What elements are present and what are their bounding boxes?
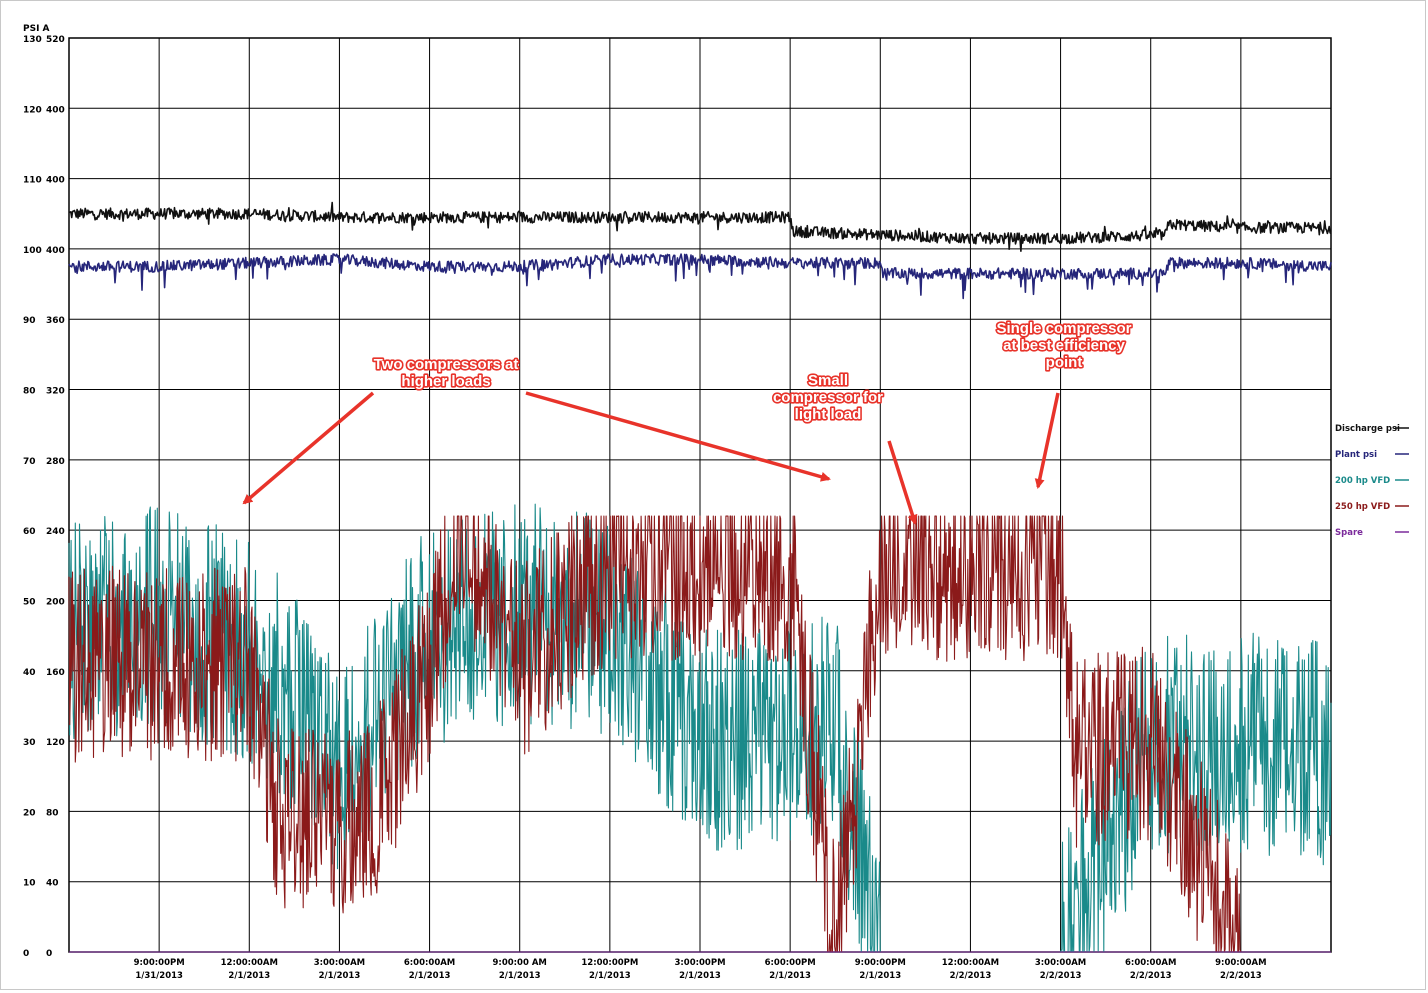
x-tick-date: 2/1/2013 — [859, 971, 901, 981]
x-tick-time: 9:00:00PM — [134, 958, 185, 968]
y-tick-left: 110 — [23, 176, 42, 186]
y-tick-left: 90 — [23, 316, 36, 326]
x-tick-time: 9:00:00 AM — [493, 958, 547, 968]
annotation-text: Single compressor — [996, 320, 1131, 337]
y-tick-left: 30 — [23, 738, 36, 748]
series-line-1 — [68, 253, 1332, 300]
annotation-text: Small — [808, 372, 848, 389]
annotation-text: compressor for — [773, 389, 883, 406]
y-tick-right: 320 — [46, 387, 65, 397]
y-tick-left: 10 — [23, 879, 36, 889]
y-tick-left: 130 — [23, 35, 42, 45]
legend-label: Plant psi — [1335, 450, 1377, 460]
x-tick-date: 2/2/2013 — [1040, 971, 1082, 981]
x-tick-date: 2/2/2013 — [950, 971, 992, 981]
y-tick-right: 400 — [46, 105, 65, 115]
legend-label: 250 hp VFD — [1335, 502, 1390, 512]
x-tick-date: 2/1/2013 — [679, 971, 721, 981]
y-unit-label: PSI A — [23, 24, 50, 34]
y-tick-left: 100 — [23, 246, 42, 256]
x-tick-date: 2/2/2013 — [1220, 971, 1262, 981]
y-tick-right: 160 — [46, 668, 65, 678]
x-tick-time: 6:00:00AM — [404, 958, 455, 968]
x-tick-date: 2/1/2013 — [319, 971, 361, 981]
x-tick-date: 2/1/2013 — [499, 971, 541, 981]
x-tick-time: 3:00:00AM — [1035, 958, 1086, 968]
x-tick-time: 9:00:00AM — [1215, 958, 1266, 968]
annotation-text: higher loads — [401, 373, 490, 390]
y-tick-right: 360 — [46, 316, 65, 326]
y-tick-right: 240 — [46, 527, 65, 537]
annotation-text: Two compressors at — [374, 356, 519, 373]
annotation-text: at best efficiency — [1003, 337, 1125, 354]
y-tick-left: 60 — [23, 527, 36, 537]
y-tick-right: 80 — [46, 808, 59, 818]
x-tick-time: 3:00:00AM — [314, 958, 365, 968]
y-tick-left: 70 — [23, 457, 36, 467]
x-tick-date: 2/1/2013 — [409, 971, 451, 981]
y-tick-left: 0 — [23, 949, 29, 959]
annotation-arrow — [525, 391, 831, 482]
y-tick-left: 50 — [23, 597, 36, 607]
x-tick-time: 3:00:00PM — [674, 958, 725, 968]
x-tick-time: 6:00:00AM — [1125, 958, 1176, 968]
x-tick-time: 9:00:00PM — [855, 958, 906, 968]
y-tick-left: 120 — [23, 105, 42, 115]
legend-label: 200 hp VFD — [1335, 476, 1390, 486]
annotation-arrow — [887, 440, 918, 525]
y-tick-right: 200 — [46, 597, 65, 607]
y-tick-left: 40 — [23, 668, 36, 678]
series-line-2 — [68, 503, 1332, 953]
x-tick-date: 2/2/2013 — [1130, 971, 1172, 981]
y-tick-left: 20 — [23, 808, 36, 818]
y-tick-right: 280 — [46, 457, 65, 467]
x-tick-time: 12:00:00AM — [942, 958, 999, 968]
annotation-arrow — [1034, 392, 1060, 489]
x-tick-date: 2/1/2013 — [769, 971, 811, 981]
annotation-text: point — [1046, 354, 1083, 371]
legend-label: Spare — [1335, 528, 1363, 538]
annotation-arrow — [242, 391, 375, 505]
y-tick-right: 520 — [46, 35, 65, 45]
x-tick-date: 1/31/2013 — [135, 971, 183, 981]
y-tick-right: 40 — [46, 879, 59, 889]
legend-label: Discharge psi — [1335, 424, 1400, 434]
annotation-text: light load — [795, 406, 862, 423]
y-tick-left: 80 — [23, 387, 36, 397]
x-tick-time: 6:00:00PM — [765, 958, 816, 968]
x-tick-date: 2/1/2013 — [228, 971, 270, 981]
series-line-3 — [68, 515, 1331, 953]
x-tick-time: 12:00:00AM — [221, 958, 278, 968]
y-tick-right: 400 — [46, 176, 65, 186]
y-tick-right: 0 — [46, 949, 52, 959]
x-tick-date: 2/1/2013 — [589, 971, 631, 981]
x-tick-time: 12:00:00PM — [581, 958, 638, 968]
y-tick-right: 120 — [46, 738, 65, 748]
series-line-0 — [68, 201, 1332, 252]
y-tick-right: 400 — [46, 246, 65, 256]
